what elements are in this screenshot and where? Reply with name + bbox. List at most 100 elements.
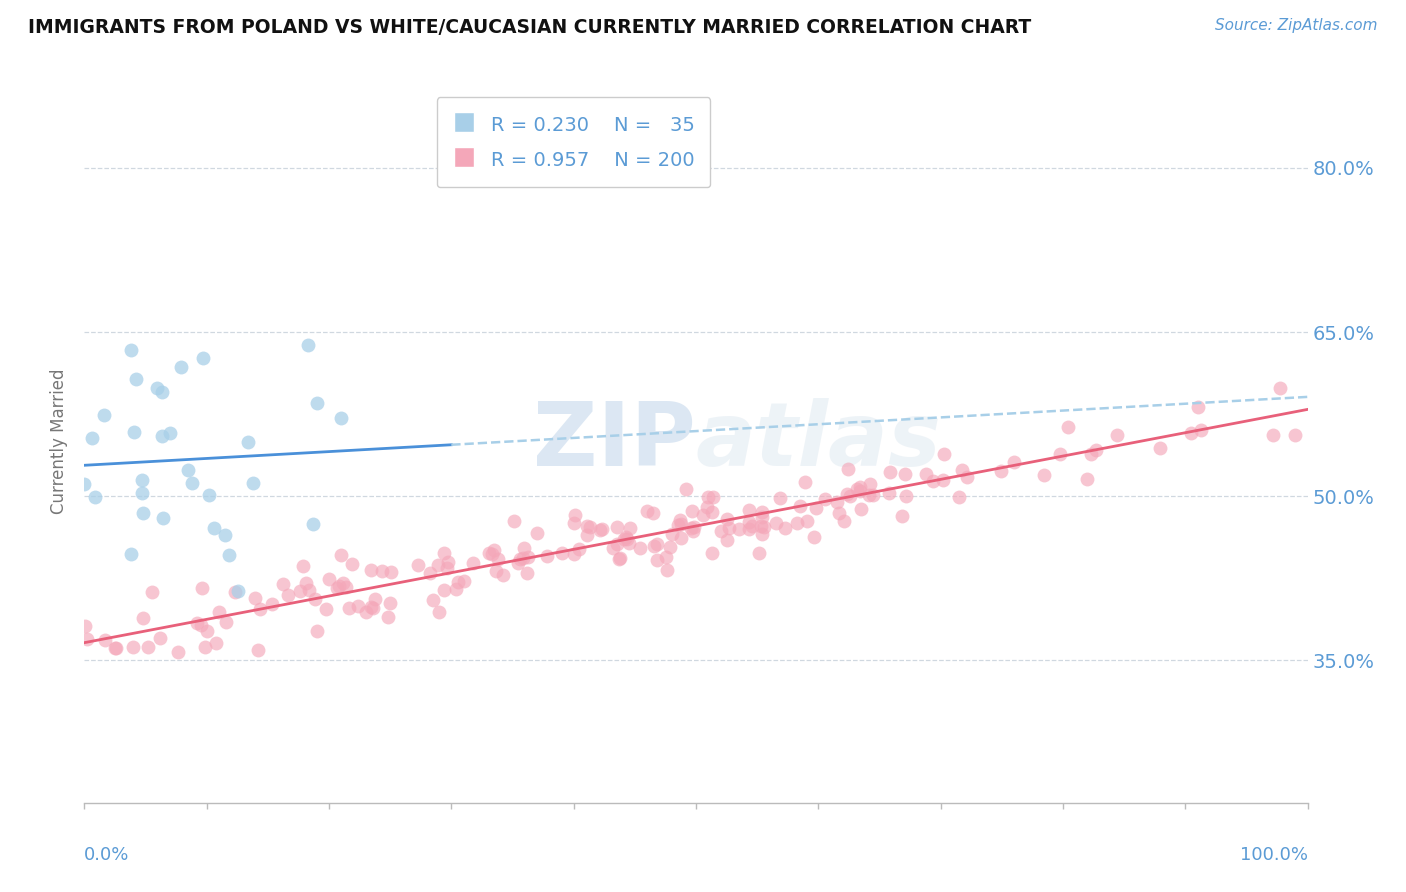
Point (752, 520, 775, 534)
Point (655, 563, 678, 577)
Point (575, 519, 598, 533)
Text: IMMIGRANTS FROM POLAND VS WHITE/CAUCASIAN CURRENTLY MARRIED CORRELATION CHART: IMMIGRANTS FROM POLAND VS WHITE/CAUCASIA… (28, 18, 1032, 37)
Point (292, 558, 315, 573)
Point (152, 511, 174, 525)
Point (835, 487, 858, 501)
Point (564, 508, 586, 523)
Point (347, 599, 370, 613)
Point (242, 476, 264, 491)
Point (568, 541, 591, 556)
Point (315, 601, 337, 615)
Point (700, 505, 723, 519)
Legend: R = 0.230    N =   35, R = 0.957    N = 200: R = 0.230 N = 35, R = 0.957 N = 200 (437, 97, 710, 187)
Point (361, 600, 384, 615)
Point (332, 576, 354, 591)
Point (342, 557, 364, 571)
Point (80, 431, 103, 445)
Point (751, 518, 773, 533)
Point (433, 546, 456, 560)
Point (848, 480, 870, 494)
Point (120, 547, 142, 561)
Point (751, 505, 773, 519)
Point (794, 475, 817, 490)
Text: 0.0%: 0.0% (84, 847, 129, 864)
Point (1080, 447, 1102, 461)
Point (177, 463, 200, 477)
Point (318, 573, 340, 587)
Point (84, 490, 107, 504)
Point (645, 536, 668, 550)
Point (636, 504, 658, 518)
Point (245, 591, 267, 606)
Point (517, 549, 540, 564)
Point (433, 582, 456, 597)
Text: atlas: atlas (696, 398, 942, 485)
Point (803, 530, 825, 544)
Point (191, 351, 214, 365)
Point (617, 536, 640, 550)
Point (1033, 468, 1056, 483)
Point (186, 616, 208, 631)
Point (700, 546, 723, 560)
Point (516, 566, 538, 580)
Point (948, 490, 970, 504)
Point (716, 512, 738, 526)
Point (503, 514, 526, 528)
Point (481, 547, 503, 561)
Point (606, 537, 628, 551)
Point (890, 508, 912, 523)
Point (661, 527, 683, 541)
Point (141, 585, 163, 599)
Point (697, 491, 720, 505)
Point (765, 516, 787, 530)
Point (696, 500, 718, 515)
Point (1268, 381, 1291, 395)
Point (682, 524, 704, 539)
Point (837, 462, 859, 476)
Point (377, 610, 399, 624)
Point (337, 601, 360, 615)
Point (858, 488, 880, 502)
Point (838, 489, 860, 503)
Point (738, 515, 761, 529)
Point (955, 470, 977, 484)
Point (990, 463, 1012, 477)
Point (93, 409, 115, 423)
Point (647, 552, 669, 566)
Point (643, 539, 665, 553)
Point (194, 640, 217, 655)
Point (427, 605, 450, 619)
Point (208, 605, 231, 619)
Point (330, 549, 353, 563)
Point (536, 549, 558, 563)
Point (1371, 374, 1393, 388)
Point (360, 562, 382, 576)
Point (271, 577, 294, 591)
Point (506, 556, 529, 570)
Point (49, 441, 72, 455)
Point (879, 465, 901, 479)
Point (288, 584, 311, 599)
Point (655, 549, 678, 564)
Point (773, 521, 796, 535)
Point (751, 527, 773, 541)
Point (896, 489, 918, 503)
Point (444, 582, 467, 597)
Point (666, 517, 689, 532)
Point (360, 600, 382, 615)
Point (893, 467, 915, 482)
Point (922, 474, 945, 488)
Point (737, 503, 759, 517)
Point (326, 581, 349, 595)
Point (619, 521, 641, 535)
Point (94, 632, 117, 647)
Point (215, 615, 238, 630)
Point (364, 592, 387, 607)
Point (1049, 447, 1071, 461)
Point (848, 484, 870, 499)
Point (1261, 427, 1284, 442)
Point (786, 516, 808, 530)
Point (643, 506, 665, 520)
Point (616, 532, 638, 546)
Point (427, 558, 450, 572)
